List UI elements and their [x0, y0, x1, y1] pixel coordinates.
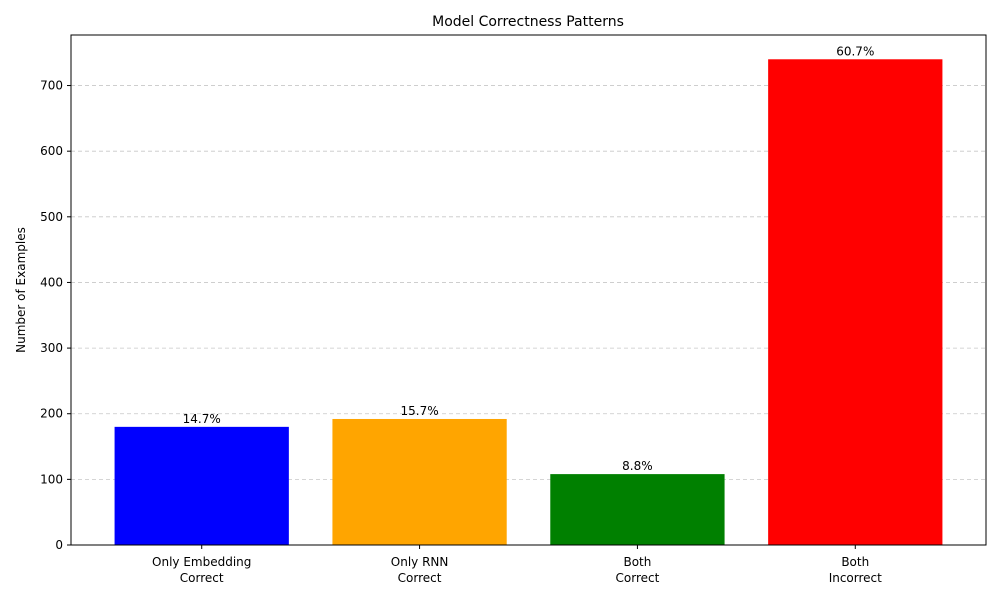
- y-tick-label: 600: [40, 144, 63, 158]
- x-axis-ticks: Only Embedding Correct Only RNN Correct Both…: [152, 545, 882, 585]
- y-tick-label: 500: [40, 210, 63, 224]
- bars: [114, 59, 943, 546]
- y-tick-label: 400: [40, 275, 63, 289]
- data-label: 14.7%: [183, 412, 221, 426]
- data-labels: 14.7% 15.7% 8.8% 60.7%: [183, 44, 875, 473]
- data-label: 60.7%: [836, 44, 874, 58]
- plot-frame: [70, 34, 987, 546]
- y-axis-ticks: 0 100 200 300 400 500 600 700: [40, 79, 71, 552]
- bar: [768, 59, 943, 546]
- grid-lines: [71, 85, 986, 480]
- y-axis-label: Number of Examples: [14, 227, 28, 353]
- y-tick-label: 100: [40, 472, 63, 486]
- x-tick-label: Only RNN Correct: [391, 555, 449, 585]
- data-label: 15.7%: [401, 404, 439, 418]
- x-tick-label: Both Incorrect: [829, 555, 882, 585]
- x-tick-label: Both Correct: [616, 555, 660, 585]
- y-tick-label: 300: [40, 341, 63, 355]
- bar: [550, 474, 725, 545]
- data-label: 8.8%: [622, 459, 653, 473]
- y-tick-label: 200: [40, 407, 63, 421]
- y-tick-label: 700: [40, 79, 63, 93]
- x-tick-label: Only Embedding Correct: [152, 555, 251, 585]
- chart-title: Model Correctness Patterns: [432, 14, 624, 30]
- bar: [332, 418, 507, 545]
- y-tick-label: 0: [55, 538, 63, 552]
- bar: [114, 426, 289, 545]
